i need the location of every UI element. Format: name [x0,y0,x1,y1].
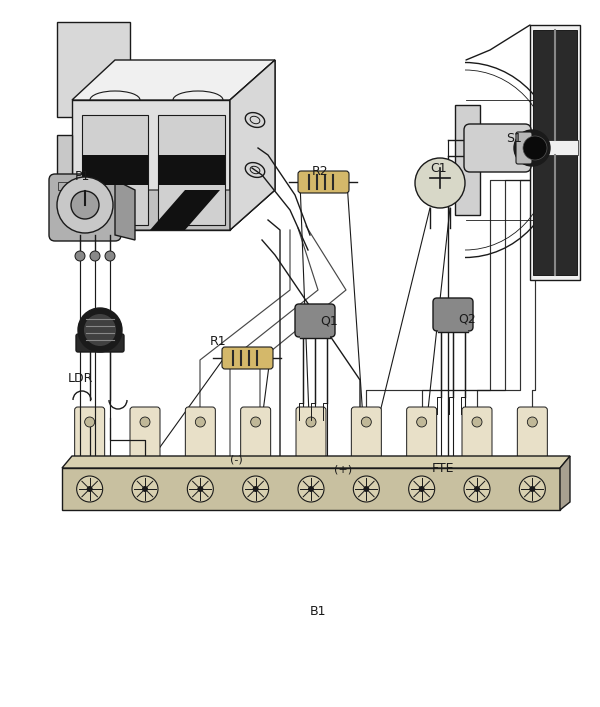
FancyBboxPatch shape [464,124,531,172]
Polygon shape [72,60,275,100]
Bar [300,326,330,338]
Polygon shape [533,30,577,140]
Circle shape [75,251,85,261]
Circle shape [464,476,490,502]
Circle shape [86,486,92,492]
Polygon shape [230,60,275,230]
FancyBboxPatch shape [433,298,473,331]
Circle shape [474,486,480,492]
Text: C1: C1 [430,162,446,175]
Text: LDR: LDR [68,372,94,385]
Polygon shape [158,115,225,225]
Circle shape [415,158,465,208]
Circle shape [527,417,538,427]
Circle shape [308,486,314,492]
Polygon shape [82,155,148,185]
FancyBboxPatch shape [517,407,547,471]
Polygon shape [230,60,275,230]
Text: Q2: Q2 [458,312,476,325]
Circle shape [251,417,260,427]
Polygon shape [57,135,72,195]
Text: Q1: Q1 [320,315,338,328]
Circle shape [409,476,434,502]
Text: P1: P1 [75,170,91,183]
Circle shape [187,476,214,502]
Circle shape [520,476,545,502]
FancyBboxPatch shape [296,407,326,471]
Circle shape [529,486,535,492]
Polygon shape [560,456,570,510]
Text: FTE: FTE [432,462,455,475]
Circle shape [514,130,550,166]
Text: (+): (+) [334,465,352,475]
Text: R2: R2 [312,165,329,178]
Polygon shape [72,100,230,230]
FancyBboxPatch shape [241,407,271,471]
Circle shape [306,417,316,427]
Circle shape [361,417,371,427]
Polygon shape [62,456,570,468]
FancyBboxPatch shape [352,407,382,471]
Text: (-): (-) [230,454,243,464]
Polygon shape [57,22,130,117]
Circle shape [57,177,113,233]
Polygon shape [533,155,577,275]
FancyBboxPatch shape [74,407,104,471]
Circle shape [78,308,122,352]
FancyBboxPatch shape [130,407,160,471]
Circle shape [419,486,425,492]
FancyBboxPatch shape [76,334,124,352]
Circle shape [132,476,158,502]
Circle shape [523,136,547,160]
Text: S1: S1 [506,132,522,145]
Polygon shape [530,25,580,280]
Circle shape [472,417,482,427]
Polygon shape [535,140,578,155]
Circle shape [353,476,379,502]
Polygon shape [72,190,275,230]
FancyBboxPatch shape [298,171,349,193]
Polygon shape [115,180,135,240]
Text: R1: R1 [210,335,227,348]
Circle shape [196,417,205,427]
FancyBboxPatch shape [295,304,335,337]
Circle shape [364,486,370,492]
Polygon shape [455,105,480,215]
Circle shape [242,476,269,502]
Circle shape [84,314,116,346]
Circle shape [71,191,99,219]
FancyBboxPatch shape [407,407,437,471]
Text: B1: B1 [310,605,326,618]
Circle shape [140,417,150,427]
Circle shape [142,486,148,492]
Circle shape [85,417,95,427]
FancyBboxPatch shape [185,407,215,471]
Polygon shape [62,468,560,510]
Circle shape [253,486,259,492]
Polygon shape [82,115,148,225]
FancyBboxPatch shape [516,132,532,164]
Circle shape [197,486,203,492]
Circle shape [90,251,100,261]
FancyBboxPatch shape [222,347,273,369]
Bar [58,182,68,190]
Polygon shape [150,190,220,230]
FancyBboxPatch shape [462,407,492,471]
Bar [438,320,468,332]
Circle shape [105,251,115,261]
Circle shape [77,476,103,502]
Circle shape [298,476,324,502]
Circle shape [416,417,427,427]
FancyBboxPatch shape [49,174,121,241]
Polygon shape [158,155,225,185]
